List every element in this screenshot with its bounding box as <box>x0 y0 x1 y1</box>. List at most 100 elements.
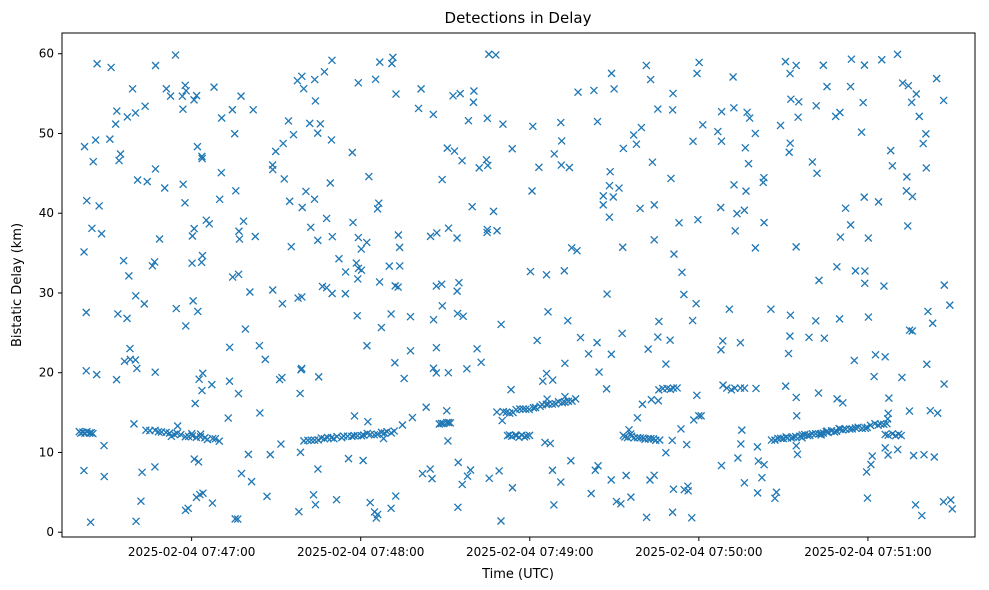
detection-marker <box>228 273 237 282</box>
detection-marker <box>255 408 264 417</box>
detection-marker <box>352 259 361 267</box>
y-tick-label: 20 <box>39 366 54 380</box>
detection-marker <box>87 224 96 233</box>
detection-marker <box>394 231 403 239</box>
detection-marker <box>482 155 491 164</box>
detection-marker <box>565 163 574 172</box>
detection-marker <box>669 250 678 259</box>
detection-marker <box>736 338 745 347</box>
detection-marker <box>525 405 534 414</box>
detection-marker <box>297 364 306 373</box>
detection-marker <box>190 95 199 104</box>
detection-marker <box>116 150 125 158</box>
detection-marker <box>296 389 305 398</box>
detection-marker <box>902 172 911 181</box>
detection-marker <box>864 313 873 322</box>
detection-marker <box>468 202 477 211</box>
detection-marker <box>115 156 124 165</box>
plot-frame <box>61 32 976 538</box>
detection-marker <box>388 53 397 62</box>
detection-marker <box>759 173 768 182</box>
detection-marker <box>926 406 935 415</box>
detection-marker <box>908 192 917 201</box>
y-tick-label: 10 <box>39 445 54 459</box>
detection-marker <box>694 411 703 420</box>
detection-marker <box>682 440 691 449</box>
detection-marker <box>464 116 473 125</box>
detection-marker <box>198 386 206 395</box>
detection-marker <box>548 400 557 409</box>
detection-marker <box>618 243 627 252</box>
detection-marker <box>129 419 138 428</box>
detection-marker <box>225 343 234 352</box>
detection-marker <box>692 391 701 400</box>
detection-marker <box>731 226 740 235</box>
detection-marker <box>687 513 696 522</box>
detection-marker <box>930 453 939 461</box>
detection-marker <box>93 59 102 68</box>
detection-marker <box>838 426 847 434</box>
detection-marker <box>655 436 664 445</box>
detection-marker <box>841 204 850 213</box>
detection-marker <box>946 496 955 504</box>
detection-marker <box>469 87 478 95</box>
detection-marker <box>603 290 612 299</box>
detection-marker <box>483 228 492 237</box>
detection-marker <box>195 490 204 499</box>
detection-marker <box>406 346 415 355</box>
detection-marker <box>143 177 152 186</box>
y-axis: 0 10 20 30 40 50 60 <box>39 47 62 539</box>
detection-marker <box>353 274 362 283</box>
detection-marker <box>444 224 453 233</box>
detection-marker <box>654 396 663 405</box>
detection-marker <box>249 105 258 114</box>
detection-marker <box>792 61 801 70</box>
detection-marker <box>165 429 174 438</box>
detection-marker <box>391 281 400 290</box>
detection-marker <box>610 84 619 93</box>
detection-marker <box>637 123 646 132</box>
detection-marker <box>189 296 198 305</box>
x-tick-label: 2025-02-04 07:49:00 <box>466 545 593 559</box>
detection-marker <box>508 144 517 153</box>
detection-marker <box>432 228 441 237</box>
detection-marker <box>333 432 341 441</box>
detection-marker <box>589 86 598 95</box>
detection-marker <box>740 478 749 487</box>
detection-marker <box>341 289 350 298</box>
detection-marker <box>770 494 779 503</box>
detection-marker <box>560 359 569 368</box>
detection-marker <box>498 120 507 129</box>
detection-marker <box>879 282 888 291</box>
detection-marker <box>789 433 798 442</box>
detection-marker <box>426 232 435 241</box>
detection-marker <box>255 341 264 350</box>
detection-marker <box>191 399 200 408</box>
detection-marker <box>794 113 803 122</box>
detection-marker <box>138 468 147 477</box>
detection-marker <box>520 433 529 441</box>
detection-marker <box>593 117 602 126</box>
detection-marker <box>741 143 750 152</box>
detection-marker <box>846 82 855 91</box>
detection-marker <box>567 243 576 252</box>
detection-marker <box>446 418 455 427</box>
detection-marker <box>903 221 912 230</box>
detection-marker <box>188 232 197 240</box>
detection-marker <box>882 419 891 428</box>
detection-marker <box>591 466 600 475</box>
detection-marker <box>244 450 253 459</box>
detection-marker <box>86 518 95 527</box>
detection-marker <box>205 219 214 228</box>
detection-marker <box>279 139 288 148</box>
detection-marker <box>679 290 688 299</box>
detection-marker <box>752 384 760 393</box>
detection-marker <box>194 457 203 466</box>
detection-marker <box>217 168 226 177</box>
detection-marker <box>234 270 243 279</box>
detection-marker <box>195 375 204 384</box>
detection-marker <box>760 218 769 227</box>
detection-marker <box>224 414 233 423</box>
detection-marker <box>387 59 396 68</box>
detection-marker <box>197 152 206 161</box>
